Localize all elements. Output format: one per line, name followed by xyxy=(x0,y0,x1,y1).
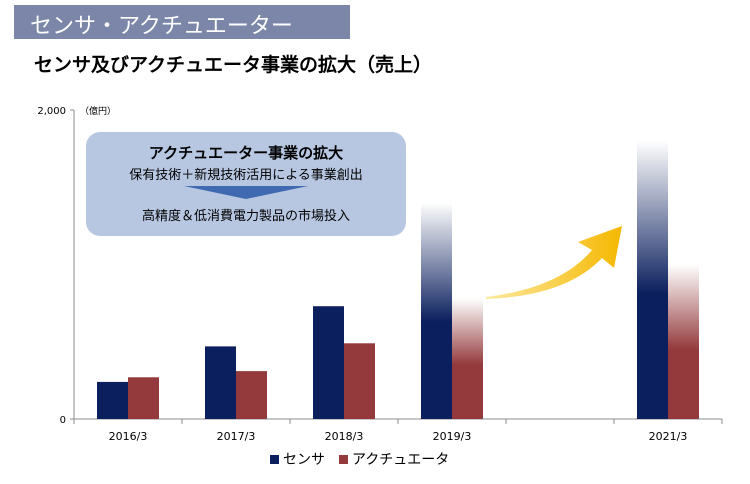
x-tick-label: 2021/3 xyxy=(649,430,688,443)
legend-item-sensor: センサ xyxy=(270,449,325,469)
callout-line-2: 高精度＆低消費電力製品の市場投入 xyxy=(141,209,350,224)
section-banner-title: センサ・アクチュエーター xyxy=(30,14,293,39)
y-tick-label: 2,000 xyxy=(37,106,66,117)
bar-actuator xyxy=(452,298,483,419)
y-tick-label: 0 xyxy=(60,415,66,426)
x-tick-label: 2017/3 xyxy=(217,430,256,443)
x-tick-label: 2018/3 xyxy=(325,430,364,443)
y-unit-label: （億円） xyxy=(80,105,116,117)
page-subtitle: センサ及びアクチュエータ事業の拡大（売上） xyxy=(34,54,433,76)
bar-sensor xyxy=(205,346,236,419)
bar-sensor xyxy=(313,306,344,419)
callout-box: アクチュエーター事業の拡大 保有技術＋新規技術活用による事業創出 高精度＆低消費… xyxy=(86,132,406,236)
legend-label-actuator: アクチュエータ xyxy=(352,452,450,468)
callout-line-1: 保有技術＋新規技術活用による事業創出 xyxy=(129,168,363,183)
chevron-down-icon xyxy=(184,186,308,199)
bar-actuator xyxy=(344,343,375,419)
bar-actuator xyxy=(236,371,267,419)
growth-arrow xyxy=(486,226,622,299)
bar-sensor xyxy=(97,381,128,419)
section-banner: センサ・アクチュエーター xyxy=(14,5,350,39)
bar-sensor xyxy=(421,202,452,419)
legend-swatch-sensor xyxy=(270,454,279,464)
bar-sensor xyxy=(637,140,668,419)
legend-label-sensor: センサ xyxy=(283,452,325,468)
legend-item-actuator: アクチュエータ xyxy=(339,449,449,469)
bar-actuator xyxy=(668,264,699,419)
legend-swatch-actuator xyxy=(339,454,348,464)
callout-title: アクチュエーター事業の拡大 xyxy=(148,144,344,162)
x-tick-label: 2016/3 xyxy=(109,430,148,443)
chart-legend: センサ アクチュエータ xyxy=(270,449,449,469)
bar-actuator xyxy=(128,377,159,419)
x-tick-label: 2019/3 xyxy=(433,430,472,443)
